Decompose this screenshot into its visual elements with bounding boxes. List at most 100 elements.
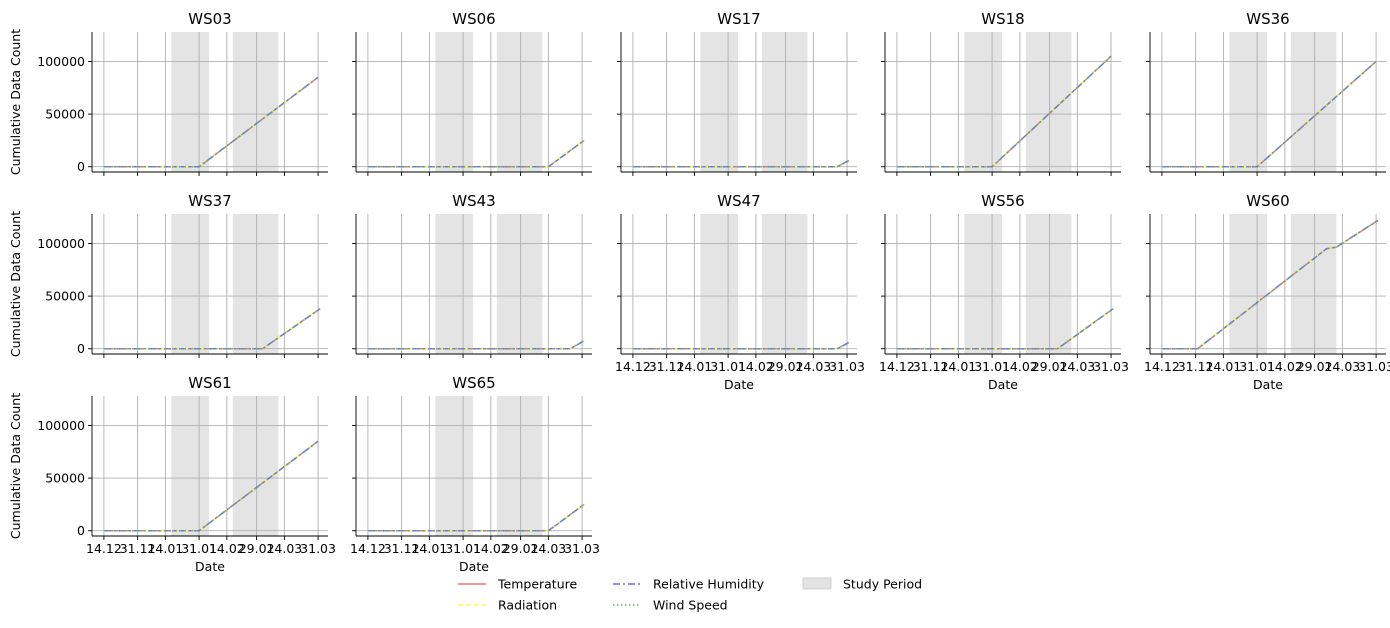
- study-period-band: [761, 32, 808, 172]
- panel-title: WS18: [981, 10, 1024, 28]
- y-tick-label: 50000: [45, 289, 85, 304]
- study-period-band: [496, 396, 543, 536]
- series-line-relative-humidity: [367, 503, 585, 532]
- panel-ws18: WS18: [881, 10, 1121, 176]
- study-period-band: [700, 214, 739, 354]
- x-tick-label: 29.02: [1032, 359, 1068, 374]
- x-tick-label: 14.01: [147, 541, 183, 556]
- x-tick-label: 31.12: [649, 359, 685, 374]
- series-line-relative-humidity: [632, 341, 850, 350]
- panel-title: WS36: [1246, 10, 1289, 28]
- panel-ws36: WS36: [1146, 10, 1386, 176]
- x-axis-label: Date: [195, 559, 225, 574]
- panel-title: WS65: [452, 374, 495, 392]
- y-tick-label: 0: [77, 341, 85, 356]
- panel-ws56: WS56 14.1231.1214.0131.0114.0229.0214.033…: [879, 192, 1129, 392]
- x-tick-label: 14.12: [879, 359, 915, 374]
- x-tick-label: 14.01: [940, 359, 976, 374]
- x-tick-label: 14.02: [1002, 359, 1038, 374]
- x-tick-label: 31.12: [913, 359, 949, 374]
- panel-ws17: WS17: [617, 10, 857, 176]
- chart-legend: Temperature Radiation Relative Humidity Win…: [458, 577, 922, 613]
- panel-ws47: WS47 14.1231.1214.0131.0114.0229.0214.033…: [615, 192, 865, 392]
- series-line-temperature: [103, 308, 321, 350]
- x-tick-label: 14.03: [266, 541, 302, 556]
- x-tick-label: 14.03: [1324, 359, 1360, 374]
- y-tick-label: 0: [77, 159, 85, 174]
- legend-entry-study-period: Study Period: [802, 577, 922, 592]
- study-period-band: [435, 396, 474, 536]
- x-tick-label: 14.03: [1059, 359, 1095, 374]
- panel-ws61: WS61 0 50000 100000 Cumulative Data Count 14.…: [8, 374, 336, 574]
- x-tick-label: 31.03: [829, 359, 865, 374]
- x-tick-label: 31.01: [710, 359, 746, 374]
- series-line-relative-humidity: [103, 308, 321, 350]
- legend-label: Study Period: [843, 577, 922, 592]
- study-period-band: [964, 32, 1003, 172]
- study-period-band: [232, 214, 279, 354]
- study-period-band: [1025, 32, 1072, 172]
- x-axis-label: Date: [1253, 377, 1283, 392]
- series-line-radiation: [103, 76, 319, 168]
- series-line-radiation: [367, 340, 585, 350]
- series-line-radiation: [896, 308, 1114, 350]
- x-tick-label: 31.01: [181, 541, 217, 556]
- y-axis-label: Cumulative Data Count: [8, 29, 23, 175]
- series-line-wind-speed: [632, 341, 850, 350]
- x-tick-label: 29.02: [239, 541, 275, 556]
- x-axis-label: Date: [988, 377, 1018, 392]
- study-period-band: [435, 32, 474, 172]
- series-line-relative-humidity: [896, 308, 1114, 350]
- x-tick-label: 31.12: [1178, 359, 1214, 374]
- x-axis-label: Date: [724, 377, 754, 392]
- panel-title: WS47: [717, 192, 760, 210]
- study-period-band: [700, 32, 739, 172]
- series-line-radiation: [632, 159, 850, 168]
- x-tick-label: 14.02: [209, 541, 245, 556]
- series-line-relative-humidity: [632, 159, 850, 168]
- panel-title: WS43: [452, 192, 495, 210]
- series-line-radiation: [632, 341, 850, 350]
- panel-title: WS61: [188, 374, 231, 392]
- legend-label: Radiation: [498, 598, 557, 613]
- study-period-band: [171, 396, 210, 536]
- legend-label: Wind Speed: [653, 598, 728, 613]
- x-tick-label: 14.02: [473, 541, 509, 556]
- x-tick-label: 14.03: [795, 359, 831, 374]
- y-axis-label: Cumulative Data Count: [8, 211, 23, 357]
- study-period-band: [1290, 214, 1337, 354]
- x-tick-label: 31.01: [974, 359, 1010, 374]
- x-tick-label: 14.01: [676, 359, 712, 374]
- series-line-radiation: [103, 440, 319, 532]
- x-tick-label: 14.03: [530, 541, 566, 556]
- panel-ws65: WS65 14.1231.1214.0131.0114.0229.0214.033…: [350, 374, 600, 574]
- study-period-band: [964, 214, 1003, 354]
- panel-title: WS60: [1246, 192, 1289, 210]
- x-tick-label: 31.12: [384, 541, 420, 556]
- x-tick-label: 14.01: [1205, 359, 1241, 374]
- panel-title: WS17: [717, 10, 760, 28]
- series-line-temperature: [1161, 219, 1379, 350]
- x-tick-label: 29.02: [1297, 359, 1333, 374]
- series-line-temperature: [367, 340, 585, 350]
- panel-ws43: WS43: [352, 192, 592, 358]
- series-line-temperature: [896, 55, 1112, 168]
- x-tick-label: 31.03: [564, 541, 600, 556]
- x-tick-label: 31.01: [445, 541, 481, 556]
- x-tick-label: 31.01: [1239, 359, 1275, 374]
- series-line-radiation: [367, 503, 585, 532]
- series-line-relative-humidity: [103, 440, 319, 532]
- series-line-temperature: [367, 139, 585, 168]
- series-line-radiation: [896, 55, 1112, 168]
- series-line-temperature: [103, 440, 319, 532]
- x-tick-label: 31.03: [1358, 359, 1390, 374]
- legend-swatch-study-period: [802, 577, 832, 590]
- y-tick-label: 100000: [37, 418, 85, 433]
- study-period-band: [496, 214, 543, 354]
- series-line-radiation: [103, 308, 321, 350]
- panel-title: WS56: [981, 192, 1024, 210]
- series-line-temperature: [896, 308, 1114, 350]
- x-tick-label: 29.02: [503, 541, 539, 556]
- y-axis-label: Cumulative Data Count: [8, 393, 23, 539]
